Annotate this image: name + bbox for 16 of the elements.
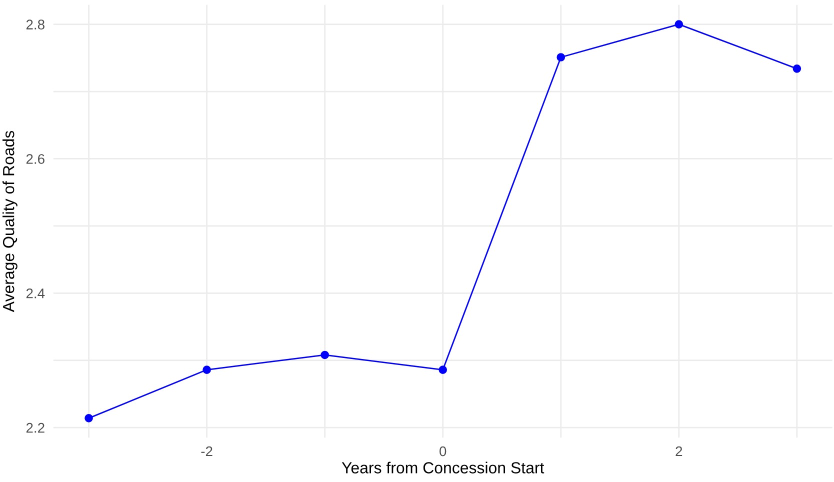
- y-tick-label: 2.8: [26, 20, 44, 30]
- x-tick-label: 0: [440, 446, 446, 456]
- point: [556, 53, 566, 62]
- y-tick-label: 2.6: [26, 154, 44, 164]
- y-tick-label: 2.4: [26, 288, 45, 298]
- y-tick-label: 2.2: [26, 422, 44, 433]
- x-axis-title: Years from Concession Start: [342, 462, 544, 474]
- point: [792, 64, 802, 73]
- point: [320, 350, 329, 360]
- point: [438, 366, 448, 374]
- point: [84, 414, 93, 422]
- point: [202, 366, 211, 374]
- x-tick-label: 2: [676, 446, 682, 456]
- point: [674, 20, 684, 28]
- x-tick-label: -2: [201, 446, 212, 456]
- y-axis-title: Average Quality of Roads: [2, 130, 18, 312]
